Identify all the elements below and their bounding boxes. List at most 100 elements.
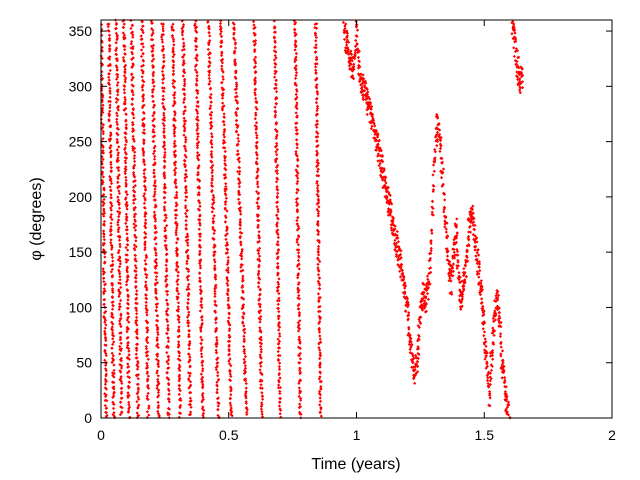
data-point (132, 146, 137, 151)
data-point (244, 381, 248, 386)
data-point (215, 384, 219, 388)
data-point (253, 117, 257, 121)
data-point (140, 105, 145, 110)
data-point (210, 145, 214, 149)
data-point (102, 229, 106, 233)
data-point (354, 25, 358, 29)
data-point (184, 249, 189, 253)
data-point (344, 40, 349, 44)
data-point (213, 303, 217, 307)
data-point (161, 33, 165, 37)
data-point (275, 171, 279, 176)
data-point (197, 245, 202, 249)
data-point (213, 329, 218, 334)
data-point (103, 382, 107, 386)
data-point (135, 336, 140, 340)
data-point (147, 404, 151, 408)
data-point (431, 183, 435, 188)
data-point (144, 253, 148, 257)
data-point (500, 349, 505, 353)
data-point (454, 236, 459, 240)
data-point (125, 306, 130, 310)
data-point (154, 242, 158, 246)
data-point (360, 88, 364, 92)
data-point (424, 302, 428, 306)
data-point (518, 77, 522, 81)
data-point (150, 49, 154, 54)
data-point (388, 198, 392, 202)
data-point (416, 339, 420, 343)
data-point (197, 178, 201, 182)
data-point (107, 82, 112, 87)
data-point (115, 83, 119, 87)
data-point (119, 370, 123, 374)
data-point (317, 240, 321, 245)
data-point (297, 281, 301, 285)
data-point (223, 158, 227, 163)
data-point (492, 333, 496, 337)
data-point (108, 89, 112, 93)
data-point (504, 385, 508, 389)
data-point (363, 79, 367, 83)
data-point (154, 288, 158, 292)
data-point (408, 350, 412, 355)
data-point (183, 179, 187, 183)
data-point (344, 22, 348, 26)
data-point (242, 378, 247, 382)
data-point (350, 75, 355, 79)
data-point (115, 57, 119, 61)
data-point (127, 400, 131, 404)
data-point (107, 29, 111, 33)
data-point (103, 289, 107, 293)
data-point (125, 204, 129, 209)
data-point (273, 145, 278, 149)
data-point (352, 67, 356, 72)
data-point (200, 361, 204, 365)
data-point (126, 409, 131, 413)
data-point (480, 297, 484, 301)
data-point (171, 28, 176, 32)
data-point (163, 200, 167, 205)
data-point (464, 274, 468, 279)
data-point (391, 216, 396, 220)
data-point (222, 133, 226, 137)
data-point (235, 101, 240, 105)
data-point (276, 346, 281, 350)
data-point (257, 246, 262, 250)
data-point (489, 376, 493, 381)
data-point (296, 188, 300, 192)
data-point (143, 179, 147, 183)
data-point (171, 104, 175, 108)
data-point (479, 279, 483, 283)
data-point (177, 384, 182, 388)
data-point (318, 399, 323, 403)
data-point (295, 228, 300, 232)
data-point (499, 325, 503, 329)
data-point (220, 61, 225, 65)
data-point (416, 370, 420, 374)
data-point (297, 394, 301, 399)
data-point (452, 254, 456, 259)
data-point (316, 144, 320, 148)
data-point (491, 326, 495, 330)
data-point (132, 166, 136, 170)
data-point (258, 277, 262, 281)
data-point (297, 354, 301, 358)
data-point (228, 372, 232, 376)
data-point (494, 296, 498, 300)
data-point (207, 40, 211, 45)
data-point (211, 225, 215, 229)
data-point (115, 148, 119, 152)
data-point (243, 366, 248, 370)
data-point (447, 260, 452, 264)
data-point (201, 415, 206, 419)
data-point (183, 159, 187, 163)
data-point (297, 235, 301, 239)
data-point (133, 264, 137, 268)
data-point (387, 190, 391, 194)
data-point (118, 245, 122, 249)
data-point (276, 302, 280, 307)
data-point (186, 291, 191, 295)
data-point (211, 216, 215, 221)
data-point (472, 216, 476, 221)
